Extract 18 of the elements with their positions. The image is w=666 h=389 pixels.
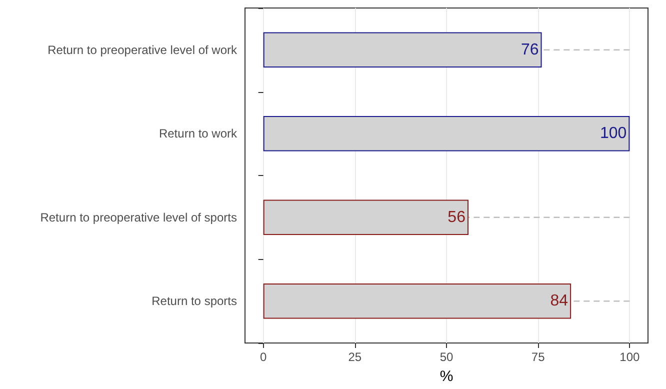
bar xyxy=(263,284,572,319)
data-label: 84 xyxy=(550,292,568,310)
bar xyxy=(263,116,630,152)
data-label: 76 xyxy=(520,41,539,58)
x-tick-label: 50 xyxy=(440,350,454,364)
bar xyxy=(263,200,468,235)
data-label: 100 xyxy=(600,125,627,142)
x-tick-label: 25 xyxy=(348,350,362,364)
x-tick-label: 0 xyxy=(260,350,267,364)
data-label: 56 xyxy=(448,208,466,226)
x-tick-label: 75 xyxy=(531,350,546,364)
bar xyxy=(263,32,542,68)
x-axis-title: % xyxy=(440,368,454,385)
y-tick-label: Return to sports xyxy=(152,294,237,308)
y-tick-label: Return to work xyxy=(158,126,238,141)
y-tick-label: Return to preoperative level of work xyxy=(48,42,238,57)
x-tick-label: 100 xyxy=(620,350,640,364)
y-tick-label: Return to preoperative level of sports xyxy=(40,210,237,224)
